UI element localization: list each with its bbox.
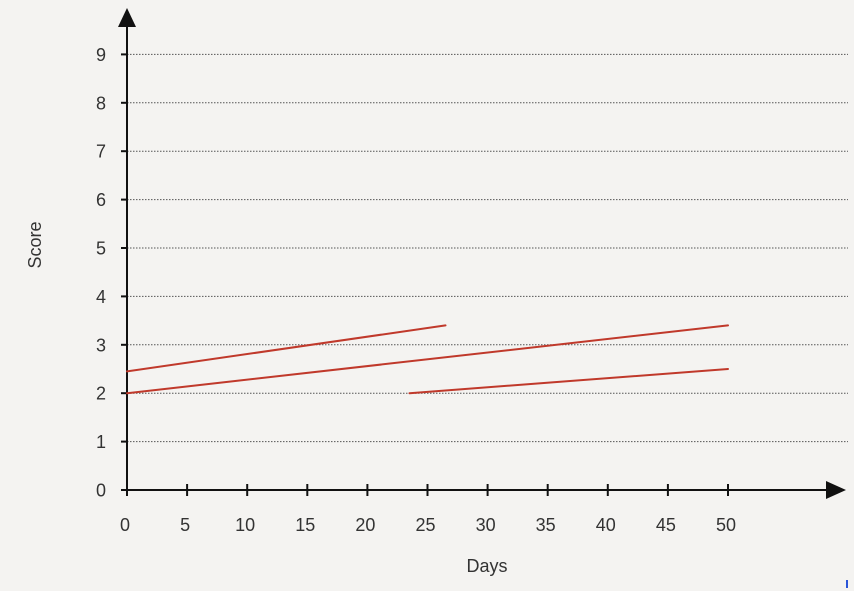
series-line-2 <box>126 324 729 395</box>
x-tick-label: 0 <box>120 515 130 535</box>
gridlines <box>127 53 848 443</box>
x-tick-label: 25 <box>415 515 435 535</box>
y-tick-label: 9 <box>96 45 106 65</box>
y-axis-title: Score <box>25 221 45 268</box>
y-tick-label: 6 <box>96 190 106 210</box>
tick-marks <box>121 53 729 496</box>
y-tick-label: 3 <box>96 335 106 355</box>
x-tick-label: 50 <box>716 515 736 535</box>
y-tick-label: 5 <box>96 239 106 259</box>
axes <box>118 8 846 499</box>
x-tick-label: 5 <box>180 515 190 535</box>
corner-mark <box>846 580 848 588</box>
x-tick-label: 15 <box>295 515 315 535</box>
y-tick-label: 7 <box>96 142 106 162</box>
y-axis-arrow-icon <box>118 8 136 27</box>
y-tick-label: 8 <box>96 93 106 113</box>
x-tick-label: 20 <box>355 515 375 535</box>
y-tick-label: 2 <box>96 384 106 404</box>
series-lines <box>126 324 729 395</box>
x-tick-label: 40 <box>596 515 616 535</box>
series-line-3 <box>408 368 729 395</box>
y-tick-label: 0 <box>96 481 106 501</box>
y-tick-label: 1 <box>96 432 106 452</box>
x-tick-label: 45 <box>656 515 676 535</box>
x-tick-label: 10 <box>235 515 255 535</box>
series-line-1 <box>126 324 447 373</box>
y-tick-label: 4 <box>96 287 106 307</box>
x-axis-arrow-icon <box>826 481 846 499</box>
x-tick-label: 35 <box>536 515 556 535</box>
x-axis-title: Days <box>466 556 507 576</box>
x-tick-label: 30 <box>476 515 496 535</box>
